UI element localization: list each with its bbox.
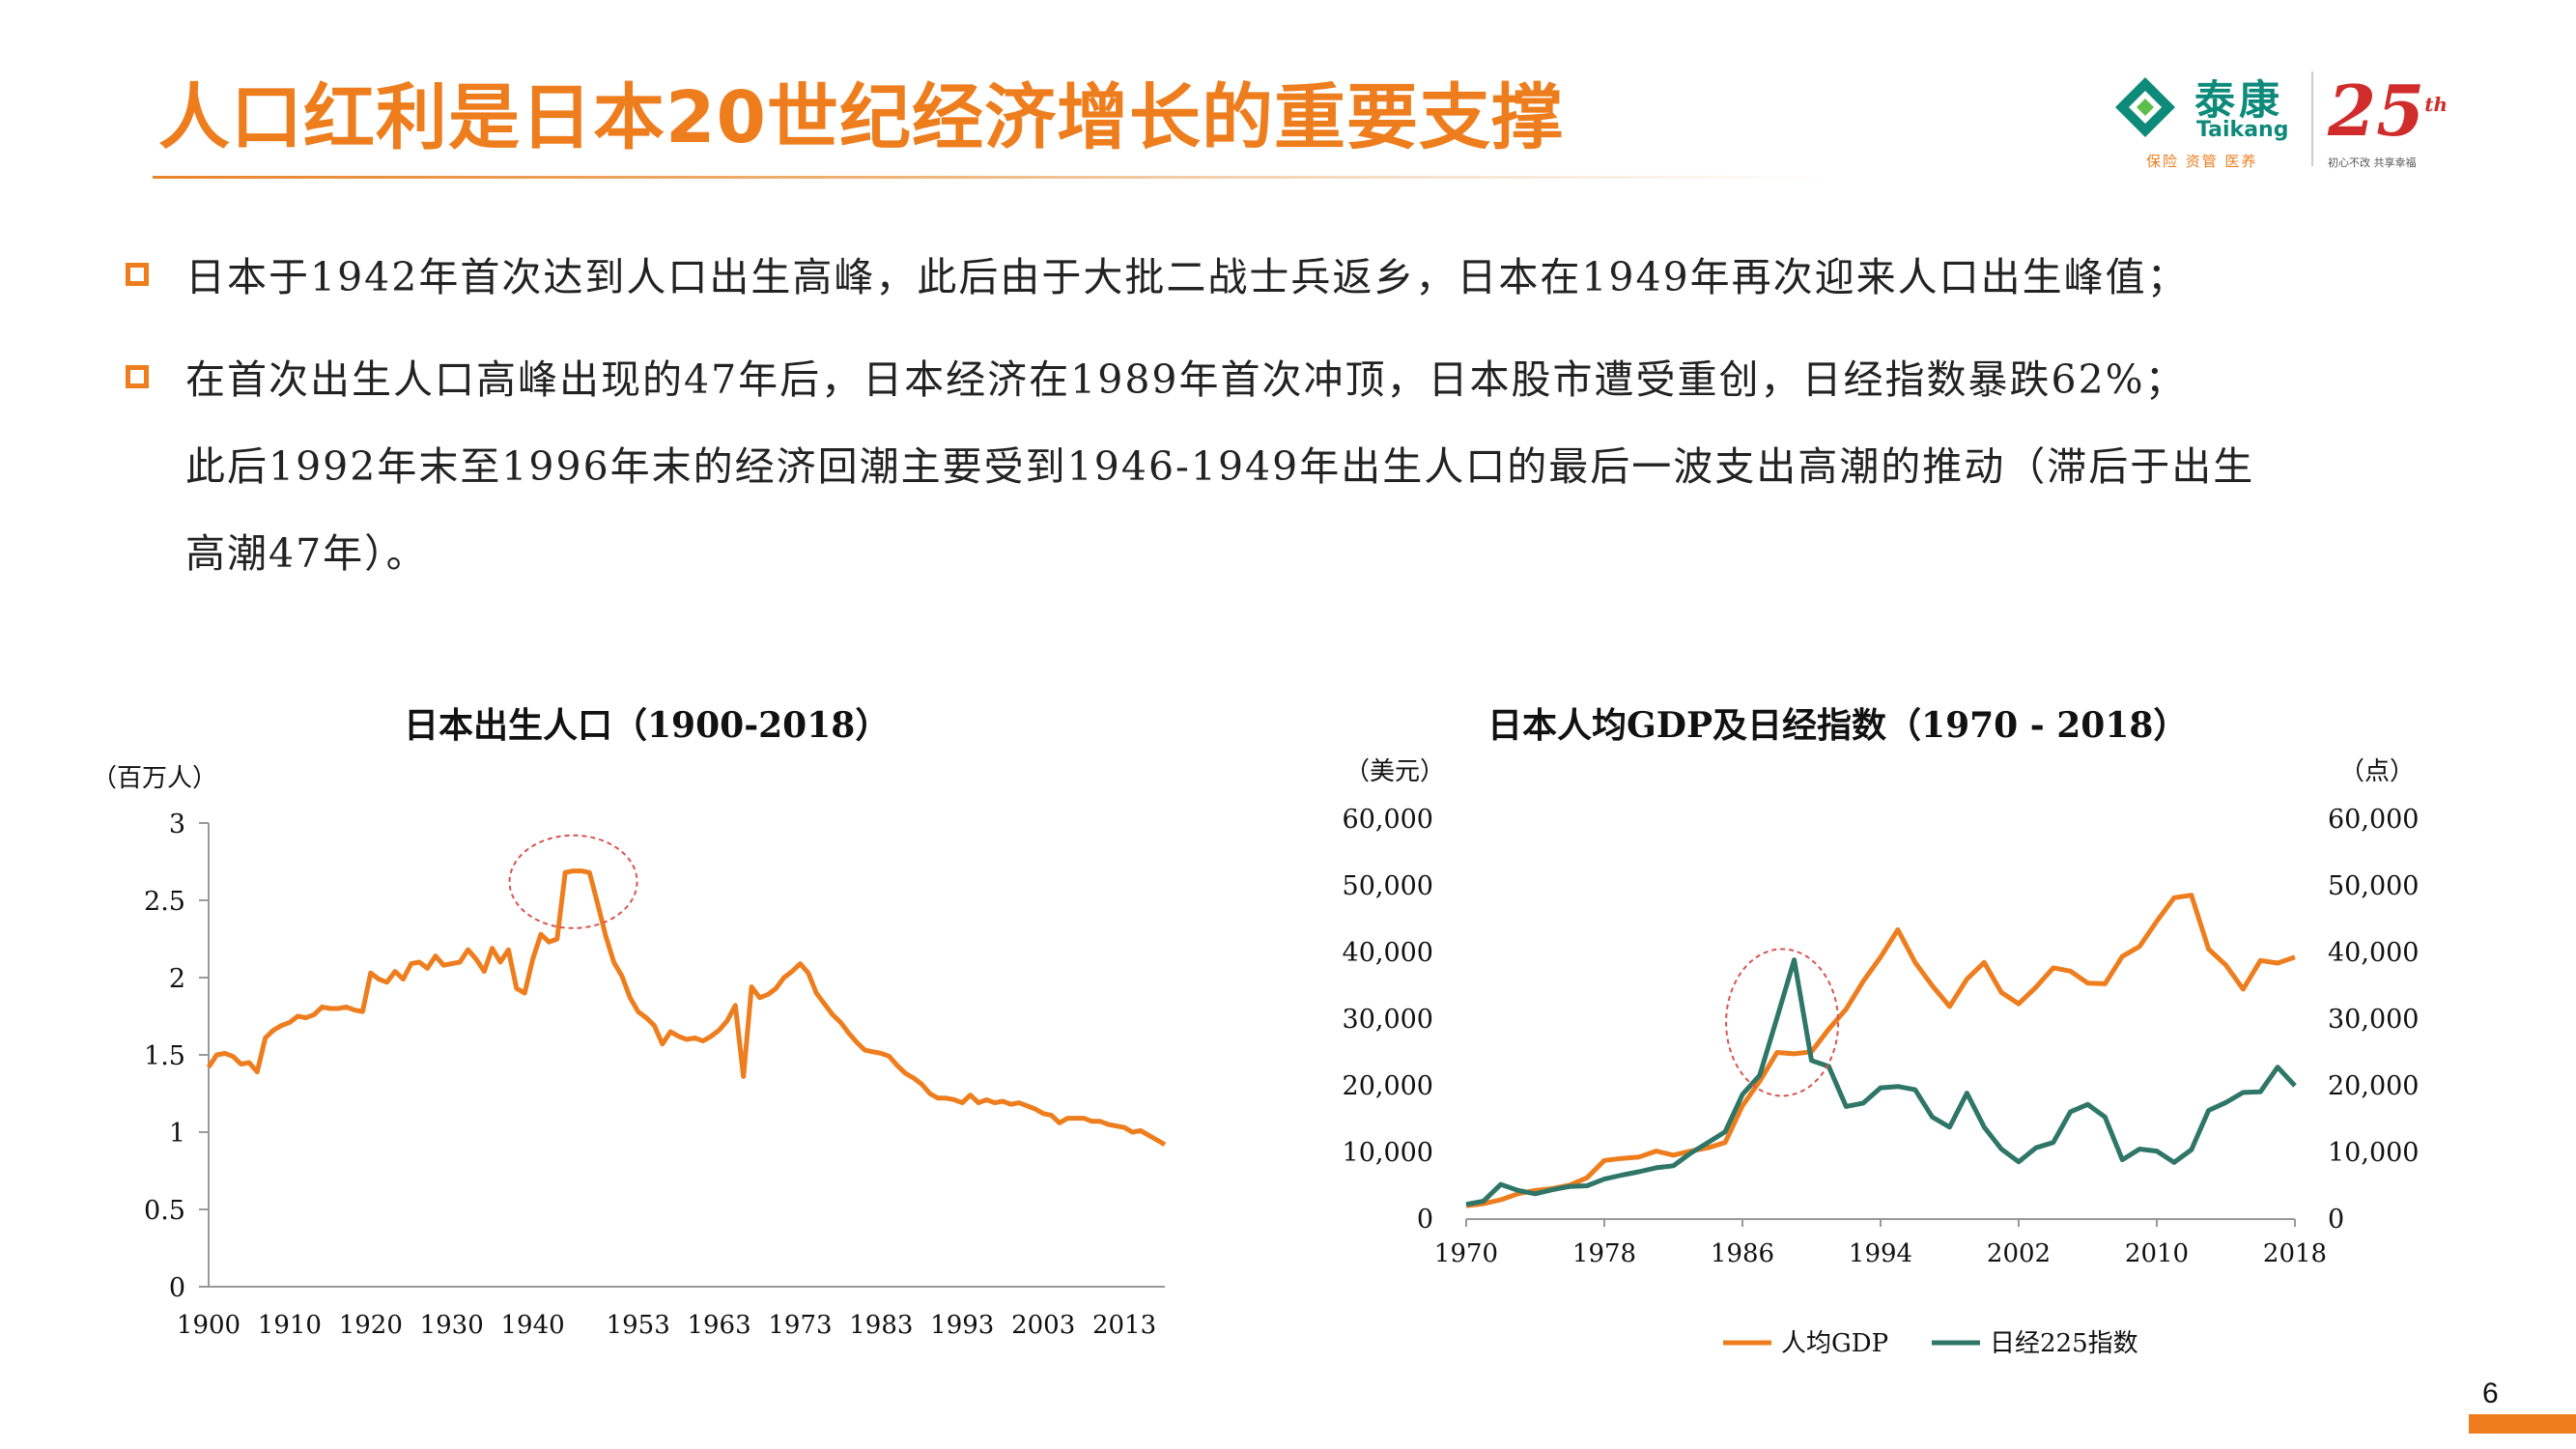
- page-title: 人口红利是日本20世纪经济增长的重要支撑: [158, 76, 1564, 159]
- nikkei-225-line: [1465, 957, 2297, 1208]
- y-tick-label: 0.5: [144, 1196, 185, 1226]
- y-tick-label: 2.5: [144, 887, 185, 917]
- y-tick-label: 1: [169, 1119, 185, 1149]
- chart-2-y-unit-right: （点）: [2339, 757, 2416, 786]
- chart-1-y-unit: （百万人）: [92, 764, 218, 793]
- title-underline: [153, 176, 1833, 179]
- y-right-tick-label: 60,000: [2328, 805, 2419, 835]
- brand-name-cn: 泰康: [2194, 76, 2284, 124]
- y-right-tick-label: 50,000: [2328, 871, 2419, 901]
- y-left-tick-label: 30,000: [1343, 1005, 1433, 1035]
- y-tick-label: 2: [169, 964, 185, 994]
- brand-name-en: Taikang: [2196, 118, 2289, 142]
- bullet-2-line-2: 此后1992年末至1996年末的经济回潮主要受到1946-1949年出生人口的最…: [185, 443, 2255, 490]
- x-tick-label: 1973: [768, 1311, 832, 1340]
- x-tick-label: 1963: [687, 1311, 750, 1340]
- x-tick-label: 2013: [1092, 1311, 1156, 1340]
- peak-highlight-circle: [508, 834, 638, 929]
- taikang-logo: 泰康 Taikang 保险 资管 医养 25th 初心不改 共享幸福: [2113, 68, 2448, 174]
- x-tick-label: 1978: [1572, 1239, 1636, 1268]
- page-number: 6: [2482, 1378, 2499, 1409]
- births-series-line: [206, 868, 1167, 1147]
- y-left-tick-label: 20,000: [1343, 1071, 1433, 1101]
- y-tick-label: 3: [169, 810, 185, 839]
- gdp-per-capita-line: [1465, 893, 2296, 1208]
- bullet-1-text: 日本于1942年首次达到人口出生高峰，此后由于大批二战士兵返乡，日本在1949年…: [185, 254, 2189, 300]
- anniversary-number: 25: [2328, 70, 2425, 152]
- x-tick-label: 2018: [2263, 1239, 2327, 1268]
- anniversary-mark: 25th: [2328, 70, 2448, 152]
- peak-highlight-circle: [1725, 948, 1840, 1097]
- chart-2-title: 日本人均GDP及日经指数（1970 - 2018）: [1487, 705, 2189, 746]
- bullet-square-icon: [126, 365, 149, 388]
- bullet-2-line-1: 在首次出生人口高峰出现的47年后，日本经济在1989年首次冲顶，日本股市遭受重创…: [185, 356, 2187, 403]
- y-left-tick-label: 60,000: [1343, 805, 1433, 835]
- y-left-tick-label: 50,000: [1343, 871, 1433, 901]
- y-tick-label: 0: [169, 1273, 185, 1303]
- page-number-bar: [2469, 1414, 2576, 1434]
- x-tick-label: 1986: [1711, 1239, 1774, 1268]
- x-tick-label: 2010: [2125, 1239, 2189, 1268]
- y-right-tick-label: 30,000: [2328, 1005, 2419, 1035]
- x-tick-label: 1920: [339, 1311, 403, 1340]
- x-tick-label: 1940: [501, 1311, 565, 1340]
- x-tick-label: 1930: [420, 1311, 484, 1340]
- anniversary-subtitle: 初心不改 共享幸福: [2328, 156, 2417, 169]
- y-left-tick-label: 40,000: [1343, 938, 1433, 968]
- taikang-diamond-icon: [2115, 77, 2175, 137]
- x-tick-label: 1993: [930, 1311, 994, 1340]
- chart-1-title: 日本出生人口（1900-2018）: [404, 705, 891, 746]
- y-right-tick-label: 40,000: [2328, 938, 2419, 968]
- x-tick-label: 2003: [1011, 1311, 1075, 1340]
- y-tick-label: 1.5: [144, 1041, 185, 1071]
- y-right-tick-label: 0: [2328, 1205, 2344, 1235]
- y-right-tick-label: 10,000: [2328, 1138, 2419, 1168]
- x-tick-label: 1994: [1849, 1239, 1912, 1268]
- y-left-tick-label: 10,000: [1343, 1138, 1433, 1168]
- legend-gdp-label: 人均GDP: [1781, 1329, 1888, 1358]
- bullet-square-icon: [126, 263, 149, 286]
- brand-slogan: 保险 资管 医养: [2146, 153, 2258, 170]
- x-tick-label: 2002: [1987, 1239, 2051, 1268]
- legend-nikkei-label: 日经225指数: [1990, 1329, 2138, 1358]
- x-tick-label: 1910: [258, 1311, 322, 1340]
- x-tick-label: 1900: [177, 1311, 241, 1340]
- y-right-tick-label: 20,000: [2328, 1071, 2419, 1101]
- y-left-tick-label: 0: [1417, 1205, 1433, 1235]
- chart-2-y-unit-left: （美元）: [1345, 757, 1446, 786]
- anniversary-suffix: th: [2424, 93, 2448, 116]
- x-tick-label: 1983: [849, 1311, 913, 1340]
- bullet-2-line-3: 高潮47年）。: [185, 530, 428, 577]
- x-tick-label: 1953: [607, 1311, 670, 1340]
- x-tick-label: 1970: [1434, 1239, 1498, 1268]
- logo-divider: [2311, 71, 2313, 166]
